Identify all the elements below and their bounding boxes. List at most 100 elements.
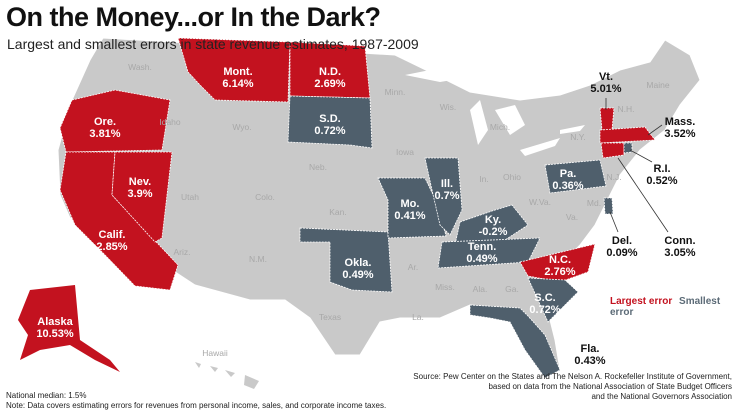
state-label-calif: Calif. (99, 229, 126, 241)
footer-notes: National median: 1.5% Note: Data covers … (6, 391, 386, 411)
state-label-mont: Mont. (223, 66, 252, 78)
state-value-sd: 0.72% (314, 125, 345, 137)
state-label-alaska: Alaska (37, 316, 73, 328)
state-alaska (18, 285, 120, 372)
state-label-ri: R.I. (653, 163, 670, 175)
state-sc (527, 277, 579, 323)
state-label-minn: Minn. (385, 87, 406, 97)
legend-largest: Largest error (610, 296, 673, 307)
state-label-mo: Mo. (401, 198, 420, 210)
state-value-fla: 0.43% (574, 355, 605, 367)
state-label-ohio: Ohio (503, 172, 521, 182)
state-label-colo: Colo. (255, 192, 275, 202)
state-label-ky: Ky. (485, 214, 501, 226)
state-value-pa: 0.36% (552, 180, 583, 192)
state-label-neb: Neb. (309, 162, 327, 172)
great-lakes (405, 67, 585, 156)
state-value-nev: 3.9% (127, 188, 152, 200)
state-label-maine: Maine (646, 80, 669, 90)
page-title: On the Money...or In the Dark? (6, 2, 381, 32)
state-label-nm: N.M. (249, 254, 267, 264)
state-fla (469, 304, 561, 379)
state-mass (599, 126, 656, 144)
state-label-ore: Ore. (94, 116, 116, 128)
state-value-sc: 0.72% (529, 304, 560, 316)
source-line-3: and the National Governors Association (591, 392, 732, 401)
state-value-mo: 0.41% (394, 210, 425, 222)
state-value-vt: 5.01% (590, 83, 621, 95)
state-label-wyo: Wyo. (232, 122, 251, 132)
state-label-mass: Mass. (665, 116, 696, 128)
state-okla (299, 227, 393, 293)
state-label-mich: Mich. (490, 122, 510, 132)
state-label-miss: Miss. (435, 282, 455, 292)
state-label-del: Del. (612, 235, 632, 247)
state-label-texas: Texas (319, 312, 341, 322)
state-value-mont: 6.14% (222, 78, 253, 90)
state-label-ny: N.Y. (570, 132, 585, 142)
state-label-conn: Conn. (664, 235, 695, 247)
state-nev (111, 151, 173, 243)
state-value-okla: 0.49% (342, 269, 373, 281)
state-label-ga: Ga. (505, 284, 519, 294)
state-label-kan: Kan. (329, 207, 347, 217)
state-value-ore: 3.81% (89, 128, 120, 140)
state-label-nev: Nev. (129, 176, 151, 188)
state-label-idaho: Idaho (159, 117, 181, 127)
state-label-fla: Fla. (581, 343, 600, 355)
state-label-ala: Ala. (473, 284, 488, 294)
source-line-1: Source: Pew Center on the States and The… (413, 372, 732, 381)
state-value-ill: 0.7% (434, 190, 459, 202)
state-label-la: La. (412, 312, 424, 322)
state-label-nc: N.C. (549, 254, 571, 266)
state-label-nd: N.D. (319, 66, 341, 78)
state-value-del: 0.09% (606, 247, 637, 259)
state-value-ky: -0.2% (479, 226, 508, 238)
state-label-okla: Okla. (345, 257, 372, 269)
legend: Largest error Smallest error (610, 296, 740, 318)
state-hawaii (195, 362, 259, 389)
state-ore (59, 89, 171, 153)
state-value-nc: 2.76% (544, 266, 575, 278)
state-value-alaska: 10.53% (36, 328, 74, 340)
state-label-pa: Pa. (560, 168, 577, 180)
state-labels: Mont.6.14% N.D.2.69% Ore.3.81% Nev.3.9% Cali… (36, 62, 695, 367)
state-ill (424, 157, 463, 236)
state-label-md: Md. (587, 198, 601, 208)
state-del (603, 197, 614, 215)
state-value-calif: 2.85% (96, 241, 127, 253)
state-label-va: Va. (566, 212, 578, 222)
state-label-in: In. (479, 174, 488, 184)
state-vt (599, 107, 615, 131)
state-label-wis: Wis. (440, 102, 457, 112)
state-value-mass: 3.52% (664, 128, 695, 140)
state-sd (287, 95, 373, 149)
source-credit: Source: Pew Center on the States and The… (413, 372, 732, 402)
state-value-nd: 2.69% (314, 78, 345, 90)
data-note: Note: Data covers estimating errors for … (6, 401, 387, 410)
state-nc (519, 243, 596, 283)
state-label-nj: N.J. (606, 172, 621, 182)
state-value-conn: 3.05% (664, 247, 695, 259)
state-ky (454, 204, 529, 246)
state-pa (544, 159, 607, 194)
state-label-ar: Ar. (408, 262, 418, 272)
state-label-wash: Wash. (128, 62, 152, 72)
state-label-iowa: Iowa (396, 147, 414, 157)
state-label-ill: Ill. (441, 178, 453, 190)
state-conn (600, 142, 625, 159)
national-median: National median: 1.5% (6, 391, 87, 400)
state-label-sd: S.D. (319, 113, 340, 125)
state-label-ariz: Ariz. (174, 247, 191, 257)
state-label-hawaii: Hawaii (202, 348, 228, 358)
state-label-wva: W.Va. (529, 197, 551, 207)
state-mo (377, 177, 447, 239)
source-line-2: based on data from the National Associat… (488, 382, 732, 391)
state-label-sc: S.C. (534, 292, 555, 304)
state-label-utah: Utah (181, 192, 199, 202)
state-label-nh: N.H. (618, 104, 635, 114)
state-ri (623, 142, 633, 154)
leader-lines (605, 98, 669, 233)
